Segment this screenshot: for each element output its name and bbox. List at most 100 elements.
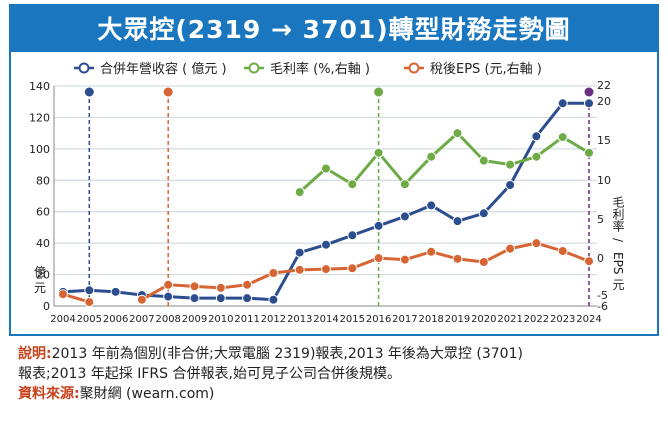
data-point [136, 294, 147, 305]
chart-area [9, 52, 659, 336]
y-tick-label-left: 100 [29, 143, 50, 156]
data-point [110, 286, 121, 297]
data-point [163, 291, 174, 302]
y-axis-label-right-bottom: EPS 元 [611, 252, 625, 291]
y-axis-label-left-1: 億 [34, 265, 46, 279]
data-point [347, 263, 358, 274]
data-point [557, 132, 568, 143]
y-tick-label-right: 0 [597, 252, 604, 265]
y-tick-label-left: 60 [36, 206, 50, 219]
y-axis-label-right-sep: / [611, 238, 625, 243]
marker-dot [584, 87, 594, 97]
legend-label: 稅後EPS (元,右軸 ) [430, 62, 542, 77]
source-line: 資料來源:聚財網 (wearn.com) [18, 385, 214, 404]
x-tick-label: 2021 [497, 314, 522, 325]
y-tick-label-left: 140 [29, 80, 50, 93]
x-tick-label: 2006 [103, 314, 128, 325]
series-line [141, 241, 590, 302]
data-point [347, 179, 358, 190]
legend-swatch-dot [248, 62, 260, 74]
y-axis-label-left-2: 元 [34, 281, 46, 295]
x-tick-label: 2015 [340, 314, 365, 325]
data-point [321, 264, 331, 275]
data-point [584, 147, 594, 158]
data-point [557, 98, 568, 109]
y-tick-label-left: 0 [43, 300, 50, 313]
data-point [189, 293, 200, 304]
chart-svg: 020406080100120140-6-50510152022億元毛利率/EP… [29, 61, 625, 325]
data-point [452, 128, 463, 139]
data-point [426, 246, 437, 257]
data-point [557, 246, 568, 256]
data-point [84, 285, 95, 296]
series-line [298, 131, 590, 194]
data-point [531, 238, 542, 249]
data-point [58, 289, 68, 300]
data-point [268, 294, 279, 305]
source-text: 聚財網 (wearn.com) [79, 386, 215, 402]
x-tick-label: 2020 [471, 314, 496, 325]
x-tick-label: 2014 [313, 314, 338, 325]
data-point [373, 220, 384, 231]
y-tick-label-left: 40 [36, 237, 50, 250]
source-label: 資料來源: [18, 386, 80, 402]
marker-dot [374, 87, 384, 97]
data-point [399, 179, 410, 190]
data-point [505, 159, 516, 170]
data-point [189, 281, 200, 292]
data-point [242, 293, 253, 304]
legend-label: 毛利率 (%,右軸 ) [270, 61, 370, 77]
data-point [399, 211, 410, 222]
note-text-2: 報表;2013 年起採 IFRS 合併報表,始可見子公司合併後規模。 [18, 366, 401, 382]
x-tick-label: 2023 [550, 314, 575, 325]
chart-title: 大眾控(2319 → 3701)轉型財務走勢圖 [97, 15, 571, 44]
data-point [242, 279, 253, 290]
data-point [426, 151, 437, 162]
title-banner: 大眾控(2319 → 3701)轉型財務走勢圖 [9, 4, 659, 52]
legend-swatch-dot [78, 62, 90, 74]
data-point [531, 131, 542, 142]
y-tick-label-left: 20 [36, 269, 50, 282]
data-point [505, 243, 516, 254]
x-tick-label: 2010 [208, 314, 233, 325]
x-tick-label: 2024 [576, 314, 601, 325]
x-tick-label: 2018 [418, 314, 443, 325]
data-point [399, 254, 410, 265]
data-point [531, 151, 542, 162]
x-tick-label: 2022 [524, 314, 549, 325]
y-axis-label-right-top: 毛利率 [611, 196, 625, 232]
y-tick-label-right: 20 [597, 95, 611, 108]
note-line-1: 說明:2013 年前為個別(非合併;大眾電腦 2319)報表,2013 年後為大… [18, 345, 523, 364]
data-point [294, 187, 305, 198]
marker-dot [84, 87, 94, 97]
data-point [215, 282, 226, 293]
y-tick-label-right: 5 [597, 213, 604, 226]
y-tick-label-right: -5 [597, 289, 608, 302]
data-point [478, 257, 489, 267]
y-tick-label-right: 10 [597, 174, 611, 187]
y-tick-label-left: 120 [29, 111, 50, 124]
data-point [321, 163, 331, 174]
x-tick-label: 2013 [287, 314, 312, 325]
data-point [505, 180, 516, 190]
legend-label: 合併年營收容 ( 億元 ) [100, 61, 227, 77]
x-tick-label: 2017 [392, 314, 417, 325]
x-tick-label: 2011 [234, 314, 259, 325]
x-tick-label: 2004 [50, 314, 75, 325]
data-point [84, 297, 95, 308]
note-line-2: 報表;2013 年起採 IFRS 合併報表,始可見子公司合併後規模。 [18, 365, 401, 384]
data-point [215, 293, 226, 304]
data-point [373, 253, 384, 264]
data-point [294, 247, 305, 258]
y-tick-label-left: 80 [36, 174, 50, 187]
data-point [452, 216, 463, 227]
data-point [321, 239, 331, 250]
y-tick-label-right: -6 [597, 300, 608, 313]
x-tick-label: 2019 [445, 314, 470, 325]
data-point [294, 264, 305, 275]
note-text-1: 2013 年前為個別(非合併;大眾電腦 2319)報表,2013 年後為大眾控 … [51, 346, 523, 362]
data-point [347, 230, 358, 241]
data-point [478, 208, 489, 219]
x-tick-label: 2007 [129, 314, 154, 325]
data-point [584, 98, 594, 109]
